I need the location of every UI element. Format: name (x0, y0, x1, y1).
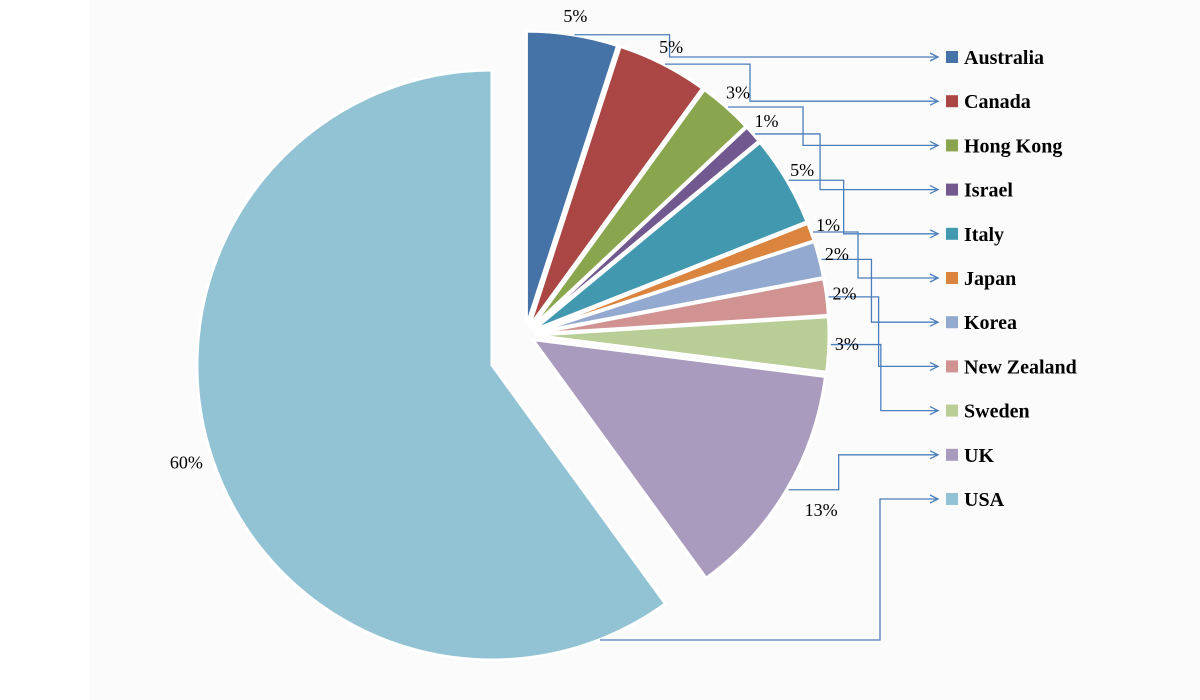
percent-label: 5% (790, 160, 814, 180)
legend-swatch (946, 139, 958, 152)
legend-entry: USA (964, 489, 1005, 511)
legend-entry: Canada (964, 91, 1031, 113)
leader-arrow (929, 361, 940, 371)
leader-arrow (929, 229, 940, 239)
leader-lines (574, 34, 940, 641)
leader-arrow (929, 273, 940, 283)
percent-label: 13% (805, 500, 838, 520)
legend: Australia Canada Hong Kong Israel Italy Japan… (946, 47, 1077, 511)
legend-swatch (946, 51, 958, 63)
legend-entry: Australia (964, 47, 1044, 69)
legend-entry: Korea (964, 312, 1017, 334)
legend-swatch (946, 272, 958, 284)
leader-arrow (929, 52, 940, 62)
leader-line (828, 296, 938, 368)
percent-label: 3% (835, 334, 859, 354)
legend-entry: Hong Kong (964, 135, 1062, 157)
legend-entry: Israel (964, 180, 1013, 202)
leader-line (830, 343, 938, 412)
percent-label: 60% (170, 452, 203, 472)
legend-entry: Sweden (964, 401, 1030, 423)
leader-line (755, 133, 938, 191)
leader-arrow (929, 317, 940, 327)
leader-arrow (929, 494, 940, 504)
pie-slice-sweden (533, 315, 831, 374)
percent-label: 2% (832, 284, 856, 304)
leader-line (574, 34, 938, 58)
leader-arrow (929, 406, 940, 416)
leader-arrow (929, 450, 940, 460)
leader-arrow (929, 140, 940, 150)
leader-line (788, 454, 938, 491)
percent-labels: 5%5%3%1%5%1%2%2%3%13%60% (170, 6, 859, 520)
legend-swatch (946, 183, 958, 196)
legend-swatch (946, 404, 958, 417)
pie-slice-uk (529, 337, 828, 581)
pie-slice-italy (531, 140, 809, 332)
leader-line (600, 498, 938, 641)
percent-label: 2% (825, 244, 849, 264)
legend-swatch (946, 493, 958, 505)
legend-swatch (946, 316, 958, 329)
pie-slice-israel (530, 124, 762, 331)
percent-label: 1% (755, 111, 779, 131)
leader-line (821, 258, 938, 323)
legend-entry: New Zealand (964, 356, 1077, 378)
percent-label: 1% (816, 215, 840, 235)
leader-line (813, 231, 938, 279)
percent-label: 5% (563, 6, 587, 26)
legend-entry: Japan (964, 268, 1016, 290)
leader-line (788, 179, 938, 235)
leader-line (728, 106, 938, 147)
leader-arrow (929, 96, 940, 106)
legend-entry: UK (964, 445, 994, 467)
leader-line (665, 63, 938, 102)
legend-swatch (946, 95, 958, 108)
legend-swatch (946, 227, 958, 240)
legend-swatch (946, 448, 958, 461)
legend-swatch (946, 360, 958, 373)
pie-slice-australia (524, 29, 620, 327)
percent-label: 3% (726, 82, 750, 102)
pie-slice-usa (195, 68, 668, 662)
percent-label: 5% (659, 37, 683, 57)
leader-arrow (929, 185, 940, 195)
legend-entry: Italy (964, 224, 1004, 246)
pie-slices (195, 29, 831, 662)
pie-slice-canada (527, 44, 705, 328)
